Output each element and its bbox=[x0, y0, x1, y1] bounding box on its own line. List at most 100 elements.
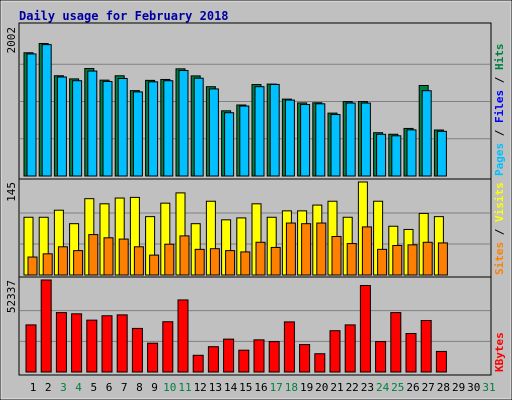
bar-kbytes bbox=[71, 313, 83, 373]
bar-kbytes bbox=[192, 354, 204, 373]
bar-pages bbox=[330, 114, 341, 177]
bar-kbytes bbox=[359, 285, 371, 373]
bar-sites bbox=[437, 242, 448, 276]
legend-separator: / bbox=[493, 70, 506, 90]
bar-sites bbox=[149, 254, 160, 276]
bar-pages bbox=[117, 78, 128, 177]
bar-sites bbox=[73, 250, 84, 276]
x-tick-label: 9 bbox=[151, 381, 158, 394]
bar-pages bbox=[406, 129, 417, 177]
bar-kbytes bbox=[253, 339, 265, 373]
bar-sites bbox=[240, 251, 251, 276]
bar-kbytes bbox=[314, 353, 326, 373]
scale-label-visits: 145 bbox=[5, 182, 18, 202]
bar-pages bbox=[148, 81, 159, 177]
legend-text: Sites / Visits bbox=[493, 182, 506, 275]
legend-separator: / bbox=[493, 222, 506, 242]
x-tick-label: 7 bbox=[121, 381, 128, 394]
x-tick-label: 2 bbox=[45, 381, 52, 394]
x-axis-labels: 1 2 3 4 5 6 7 8 9 10 11 12 13 14 15 16 17 18 19 20 21 22 23 24 2… bbox=[30, 381, 496, 394]
bar-pages bbox=[254, 86, 265, 177]
x-tick-label: 11 bbox=[178, 381, 191, 394]
bar-pages bbox=[269, 83, 280, 177]
bar-pages bbox=[376, 133, 387, 177]
bar-sites bbox=[285, 222, 296, 276]
bar-kbytes bbox=[177, 299, 189, 373]
bar-pages bbox=[300, 104, 311, 177]
x-tick-label: 14 bbox=[224, 381, 238, 394]
bar-kbytes bbox=[162, 321, 174, 373]
bar-sites bbox=[346, 243, 357, 276]
bar-kbytes bbox=[390, 312, 402, 373]
bar-kbytes bbox=[283, 321, 295, 373]
bar-kbytes bbox=[55, 312, 67, 373]
bar-sites bbox=[225, 250, 236, 276]
bar-sites bbox=[422, 241, 433, 276]
bars bbox=[23, 43, 448, 373]
x-tick-label: 24 bbox=[376, 381, 390, 394]
x-tick-label: 16 bbox=[254, 381, 267, 394]
x-tick-label: 1 bbox=[30, 381, 37, 394]
bar-pages bbox=[178, 70, 189, 177]
bar-pages bbox=[239, 105, 250, 177]
bar-kbytes bbox=[207, 346, 219, 373]
scale-label-kbytes: 52337 bbox=[5, 280, 18, 313]
x-tick-label: 27 bbox=[422, 381, 435, 394]
bar-kbytes bbox=[238, 349, 250, 373]
legend: Pages / Files / Hits Sites / Visits KBytes bbox=[493, 44, 506, 373]
bar-sites bbox=[316, 222, 327, 276]
bar-pages bbox=[102, 80, 113, 177]
scale-label-hits: 2002 bbox=[5, 27, 18, 54]
x-tick-label: 6 bbox=[106, 381, 113, 394]
legend-separator: / bbox=[493, 123, 506, 143]
legend-entry: Hits bbox=[493, 44, 506, 71]
x-tick-label: 10 bbox=[163, 381, 176, 394]
bar-pages bbox=[41, 44, 52, 177]
legend-text: KBytes bbox=[493, 332, 506, 372]
x-tick-label: 5 bbox=[90, 381, 97, 394]
x-tick-label: 3 bbox=[60, 381, 67, 394]
bar-pages bbox=[315, 103, 326, 177]
bar-kbytes bbox=[268, 341, 280, 373]
x-tick-label: 29 bbox=[452, 381, 465, 394]
bar-sites bbox=[255, 241, 266, 276]
bar-sites bbox=[331, 236, 342, 276]
x-tick-label: 23 bbox=[361, 381, 374, 394]
bar-pages bbox=[436, 130, 447, 177]
legend-entry: Pages bbox=[493, 143, 506, 176]
x-tick-label: 15 bbox=[239, 381, 252, 394]
x-tick-label: 19 bbox=[300, 381, 313, 394]
x-tick-label: 26 bbox=[406, 381, 419, 394]
bar-sites bbox=[57, 246, 68, 276]
bar-pages bbox=[56, 76, 67, 177]
x-tick-label: 31 bbox=[482, 381, 495, 394]
bar-sites bbox=[133, 246, 144, 276]
bar-pages bbox=[345, 102, 356, 177]
x-tick-label: 28 bbox=[437, 381, 450, 394]
x-tick-label: 21 bbox=[330, 381, 343, 394]
bar-kbytes bbox=[40, 279, 52, 373]
bar-sites bbox=[301, 223, 312, 276]
bar-sites bbox=[27, 256, 38, 276]
bar-kbytes bbox=[147, 342, 159, 373]
bar-pages bbox=[163, 80, 174, 177]
bar-kbytes bbox=[344, 324, 356, 373]
bar-pages bbox=[193, 77, 204, 177]
bar-kbytes bbox=[116, 314, 128, 373]
bar-sites bbox=[377, 248, 388, 276]
x-tick-label: 8 bbox=[136, 381, 143, 394]
legend-entry: KBytes bbox=[493, 332, 506, 372]
bar-kbytes bbox=[299, 344, 311, 373]
bar-pages bbox=[26, 53, 37, 177]
bar-kbytes bbox=[131, 327, 143, 373]
bar-sites bbox=[164, 243, 175, 276]
bar-pages bbox=[87, 70, 98, 177]
bar-kbytes bbox=[86, 319, 98, 373]
bar-kbytes bbox=[420, 319, 432, 373]
bar-sites bbox=[407, 244, 418, 276]
x-tick-label: 20 bbox=[315, 381, 328, 394]
bar-sites bbox=[118, 238, 129, 276]
x-tick-label: 30 bbox=[467, 381, 480, 394]
